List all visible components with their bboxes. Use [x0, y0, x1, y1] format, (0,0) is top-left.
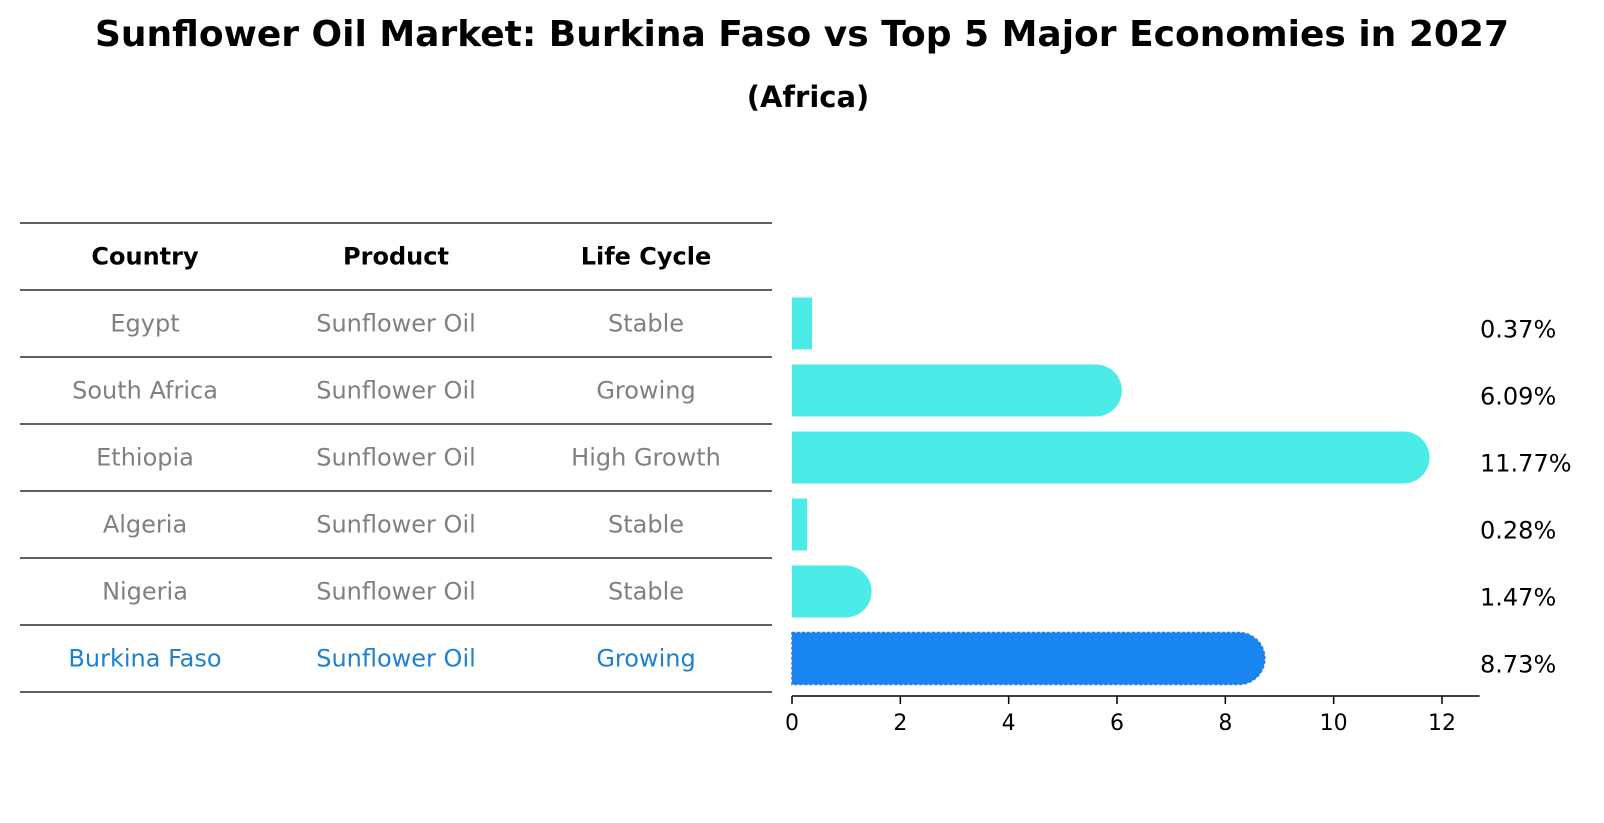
- table-cell-product: Sunflower Oil: [316, 310, 476, 338]
- table-cell-product: Sunflower Oil: [316, 444, 476, 472]
- bar-value-label: 0.37%: [1480, 316, 1556, 344]
- bar-value-label: 6.09%: [1480, 383, 1556, 411]
- table-header-life-cycle: Life Cycle: [581, 243, 712, 271]
- table-cell-country: Burkina Faso: [68, 645, 221, 673]
- x-tick-label: 4: [1002, 711, 1016, 736]
- table-header-product: Product: [343, 243, 449, 271]
- table-cell-product: Sunflower Oil: [316, 377, 476, 405]
- table-header-country: Country: [91, 243, 199, 271]
- table-cell-country: Algeria: [103, 511, 187, 539]
- table-cell-country: Egypt: [110, 310, 179, 338]
- chart-subtitle: (Africa): [746, 80, 870, 114]
- x-tick-label: 10: [1320, 711, 1348, 736]
- bar-algeria: [792, 498, 808, 551]
- bar-south-africa: [792, 364, 1122, 417]
- table-cell-life-cycle: Stable: [608, 511, 684, 539]
- table-cell-country: South Africa: [72, 377, 218, 405]
- table-cell-product: Sunflower Oil: [316, 511, 476, 539]
- table-cell-life-cycle: Growing: [596, 645, 695, 673]
- x-tick-label: 6: [1110, 711, 1124, 736]
- bar-value-label: 8.73%: [1480, 651, 1556, 679]
- table-cell-life-cycle: Stable: [608, 310, 684, 338]
- x-tick-label: 0: [785, 711, 799, 736]
- bar-value-label: 1.47%: [1480, 584, 1556, 612]
- bar-ethiopia: [792, 431, 1430, 484]
- table-cell-country: Ethiopia: [96, 444, 194, 472]
- bar-nigeria: [792, 565, 872, 618]
- bar-value-label: 11.77%: [1480, 450, 1572, 478]
- chart-title: Sunflower Oil Market: Burkina Faso vs To…: [94, 14, 1510, 55]
- table-cell-product: Sunflower Oil: [316, 645, 476, 673]
- x-tick-label: 2: [893, 711, 907, 736]
- x-tick-label: 12: [1428, 711, 1456, 736]
- bar-egypt: [792, 297, 813, 350]
- table-cell-life-cycle: Stable: [608, 578, 684, 606]
- bar-value-label: 0.28%: [1480, 517, 1556, 545]
- table-cell-country: Nigeria: [102, 578, 188, 606]
- bar-burkina-faso: [791, 631, 1266, 686]
- table-cell-life-cycle: Growing: [596, 377, 695, 405]
- table-cell-product: Sunflower Oil: [316, 578, 476, 606]
- x-tick-label: 8: [1218, 711, 1232, 736]
- table-cell-life-cycle: High Growth: [571, 444, 721, 472]
